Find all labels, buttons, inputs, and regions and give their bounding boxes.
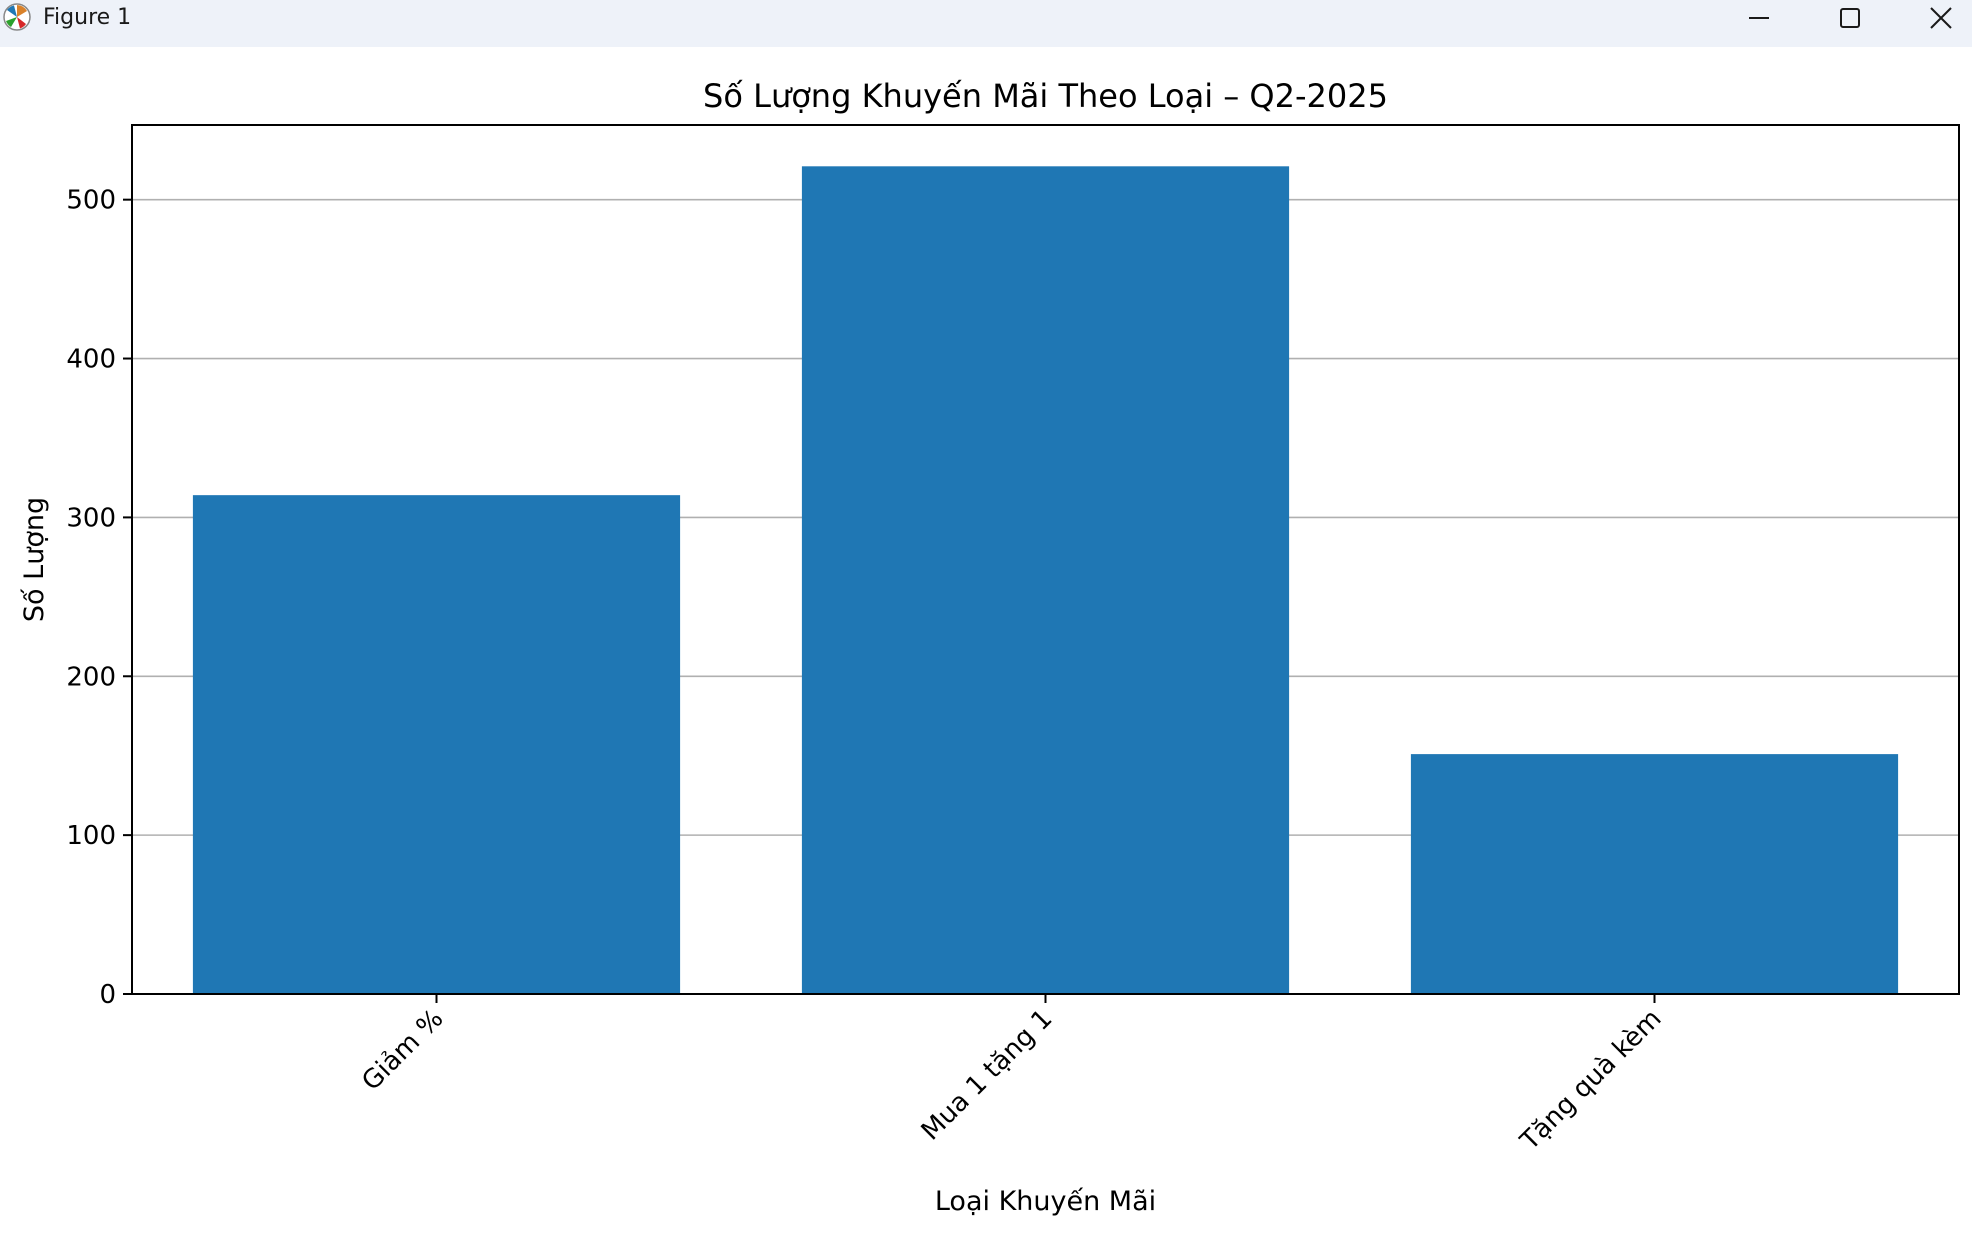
maximize-button[interactable] (1804, 0, 1894, 40)
window-title: Figure 1 (43, 5, 132, 30)
close-icon (1930, 7, 1952, 29)
chart-title: Số Lượng Khuyến Mãi Theo Loại – Q2-2025 (703, 77, 1388, 115)
minimize-icon (1749, 17, 1769, 19)
x-tick-label: Tặng quà kèm (1514, 1004, 1667, 1157)
y-tick-label: 200 (66, 662, 116, 692)
maximize-icon (1840, 8, 1860, 28)
matplotlib-icon (3, 3, 31, 31)
x-tick-label: Mua 1 tặng 1 (916, 1004, 1059, 1147)
bars (192, 166, 1899, 994)
bar (1410, 754, 1899, 994)
x-axis-label: Loại Khuyến Mãi (935, 1186, 1156, 1217)
bar (801, 166, 1290, 994)
minimize-button[interactable] (1714, 0, 1804, 40)
y-tick-label: 0 (99, 980, 116, 1010)
y-tick-label: 300 (66, 503, 116, 533)
y-tick-label: 100 (66, 821, 116, 851)
bar (192, 495, 681, 994)
x-tick-label: Giảm % (356, 1004, 449, 1097)
y-tick-label: 500 (66, 186, 116, 216)
y-tick-label: 400 (66, 345, 116, 375)
figure-canvas: 0 100 200 300 400 500 Giảm % Mua 1 tặng 1 Tặng q… (0, 47, 1972, 1234)
window-titlebar: Figure 1 (0, 0, 1972, 47)
bar-chart: 0 100 200 300 400 500 Giảm % Mua 1 tặng 1 Tặng q… (19, 77, 1960, 1217)
y-axis-label: Số Lượng (19, 497, 50, 622)
close-button[interactable] (1896, 0, 1972, 40)
